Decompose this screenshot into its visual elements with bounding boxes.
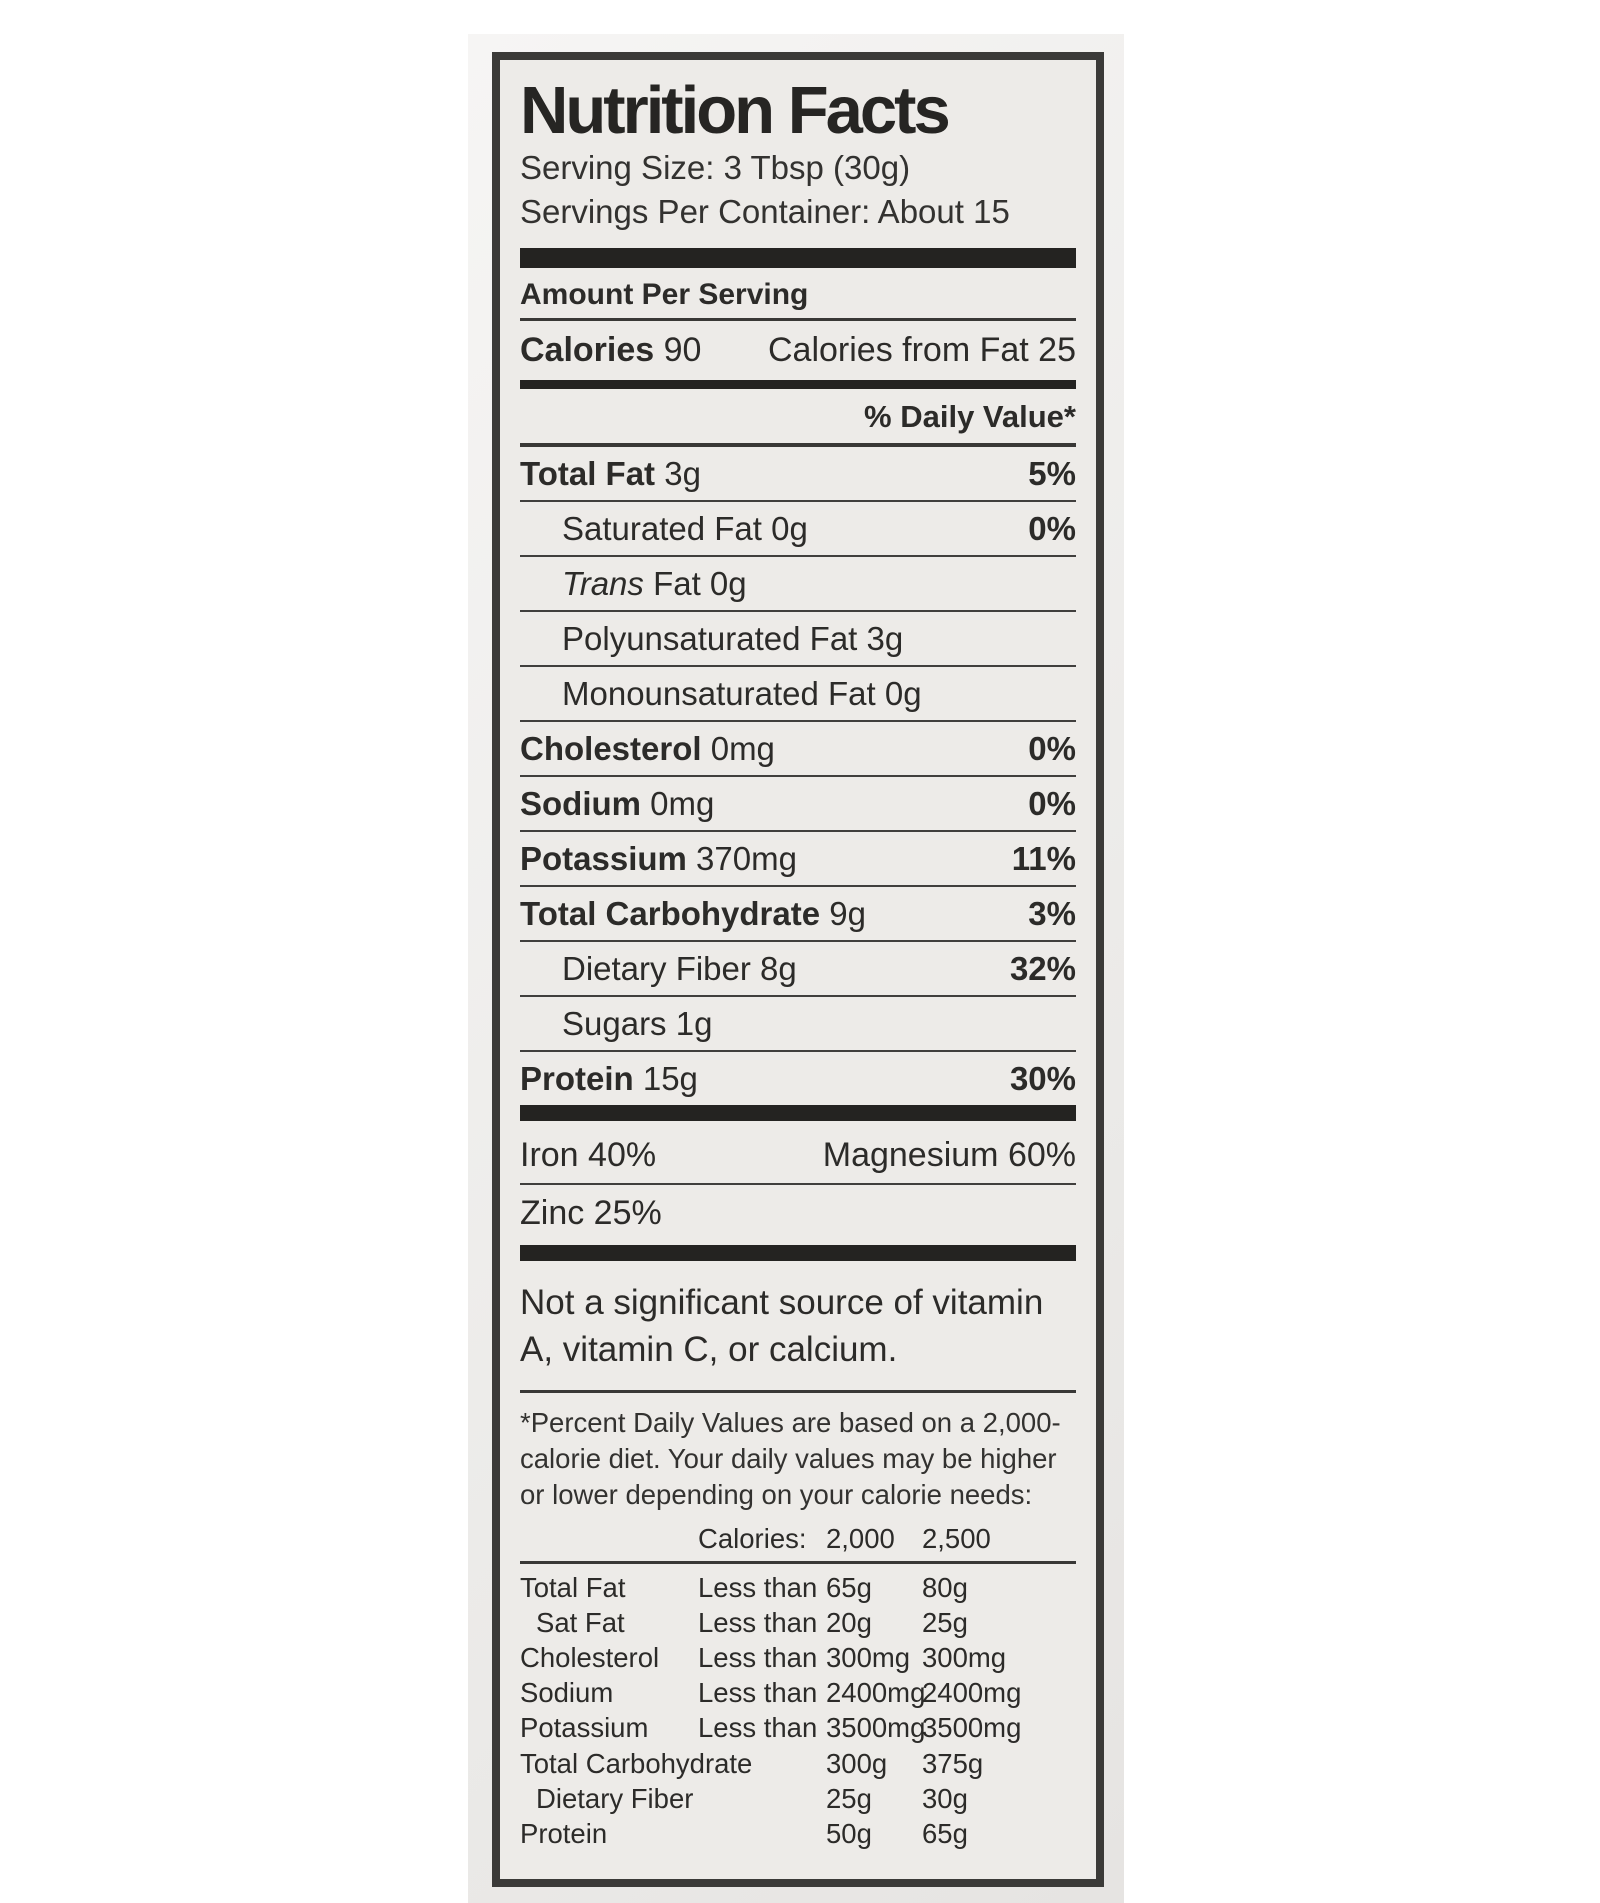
dv-table-row-cholesterol: Cholesterol Less than 300mg 300mg [520, 1642, 1007, 1674]
dv-table-row-total-carbohydrate: Total Carbohydrate 300g 375g [520, 1747, 984, 1779]
dv-table-row-sodium: Sodium Less than 2400mg 2400mg [520, 1677, 1022, 1709]
nutrient-row-trans-fat: Trans Fat 0g [520, 557, 1076, 613]
dv-table-row-sat-fat: Sat Fat Less than 20g 25g [536, 1606, 968, 1638]
dv-sodium: 0% [1028, 785, 1076, 823]
divider-thick-top [520, 248, 1076, 269]
magnesium-value: Magnesium 60% [822, 1136, 1076, 1175]
serving-size: Serving Size: 3 Tbsp (30g) [520, 149, 911, 187]
nutrient-row-protein: Protein 15g 30% [520, 1060, 1076, 1098]
servings-per-container: Servings Per Container: About 15 [520, 193, 1010, 231]
daily-values-footnote: *Percent Daily Values are based on a 2,0… [520, 1406, 1061, 1511]
label-title: Nutrition Facts [520, 73, 951, 148]
zinc-value: Zinc 25% [520, 1194, 662, 1233]
nutrient-row-total-carbohydrate: Total Carbohydrate 9g 3% [520, 887, 1076, 943]
calories-from-fat: Calories from Fat 25 [768, 331, 1076, 370]
minerals-row-2: Zinc 25% [520, 1185, 1076, 1245]
divider-thick-lower [520, 1245, 1076, 1262]
nutrition-facts-label: Nutrition Facts Serving Size: 3 Tbsp (30… [492, 52, 1104, 1888]
nutrient-row-polyunsaturated-fat: Polyunsaturated Fat 3g [520, 612, 1076, 668]
dv-table-row-dietary-fiber: Dietary Fiber 25g 30g [536, 1782, 968, 1814]
dv-protein: 30% [1009, 1060, 1076, 1098]
daily-value-header: % Daily Value* [520, 389, 1076, 448]
dv-total-carbohydrate: 3% [1028, 895, 1076, 933]
dv-table-header: Calories: 2,000 2,500 [520, 1521, 1076, 1564]
dv-dietary-fiber: 32% [1009, 950, 1076, 988]
dv-potassium: 11% [1011, 840, 1076, 878]
iron-value: Iron 40% [520, 1136, 657, 1175]
nutrient-row-total-fat: Total Fat 3g 5% [520, 447, 1076, 503]
nutrient-row-cholesterol: Cholesterol 0mg 0% [520, 722, 1076, 778]
daily-values-table: Calories: 2,000 2,500 Total Fat Less tha… [520, 1521, 1076, 1851]
minerals-row-1: Iron 40% Magnesium 60% [520, 1127, 1076, 1186]
dv-table-row-total-fat: Total Fat Less than 65g 80g [520, 1571, 968, 1603]
divider-calories [520, 380, 1076, 390]
calories-row: Calories 90 Calories from Fat 25 [520, 321, 1076, 380]
calories-value: Calories 90 [520, 331, 701, 370]
nutrient-row-saturated-fat: Saturated Fat 0g 0% [520, 502, 1076, 558]
calories-label: Calories [520, 331, 655, 370]
label-photo-area: Nutrition Facts Serving Size: 3 Tbsp (30… [468, 34, 1124, 1903]
amount-per-serving-heading: Amount Per Serving [520, 268, 1076, 322]
dv-table-row-potassium: Potassium Less than 3500mg 3500mg [520, 1712, 1022, 1744]
nutrient-row-potassium: Potassium 370mg 11% [520, 832, 1076, 888]
calories-number: 90 [663, 331, 702, 370]
nutrient-row-dietary-fiber: Dietary Fiber 8g 32% [520, 942, 1076, 998]
not-significant-note: Not a significant source of vitamin A, v… [520, 1267, 1076, 1393]
nutrient-row-monounsaturated-fat: Monounsaturated Fat 0g [520, 667, 1076, 723]
dv-saturated-fat: 0% [1028, 510, 1076, 548]
nutrient-row-sugars: Sugars 1g [520, 997, 1076, 1053]
dv-cholesterol: 0% [1028, 730, 1076, 768]
divider-thick-mid [520, 1105, 1076, 1122]
dv-total-fat: 5% [1028, 455, 1076, 493]
nutrient-row-sodium: Sodium 0mg 0% [520, 777, 1076, 833]
dv-table-row-protein: Protein 50g 65g [520, 1817, 968, 1849]
